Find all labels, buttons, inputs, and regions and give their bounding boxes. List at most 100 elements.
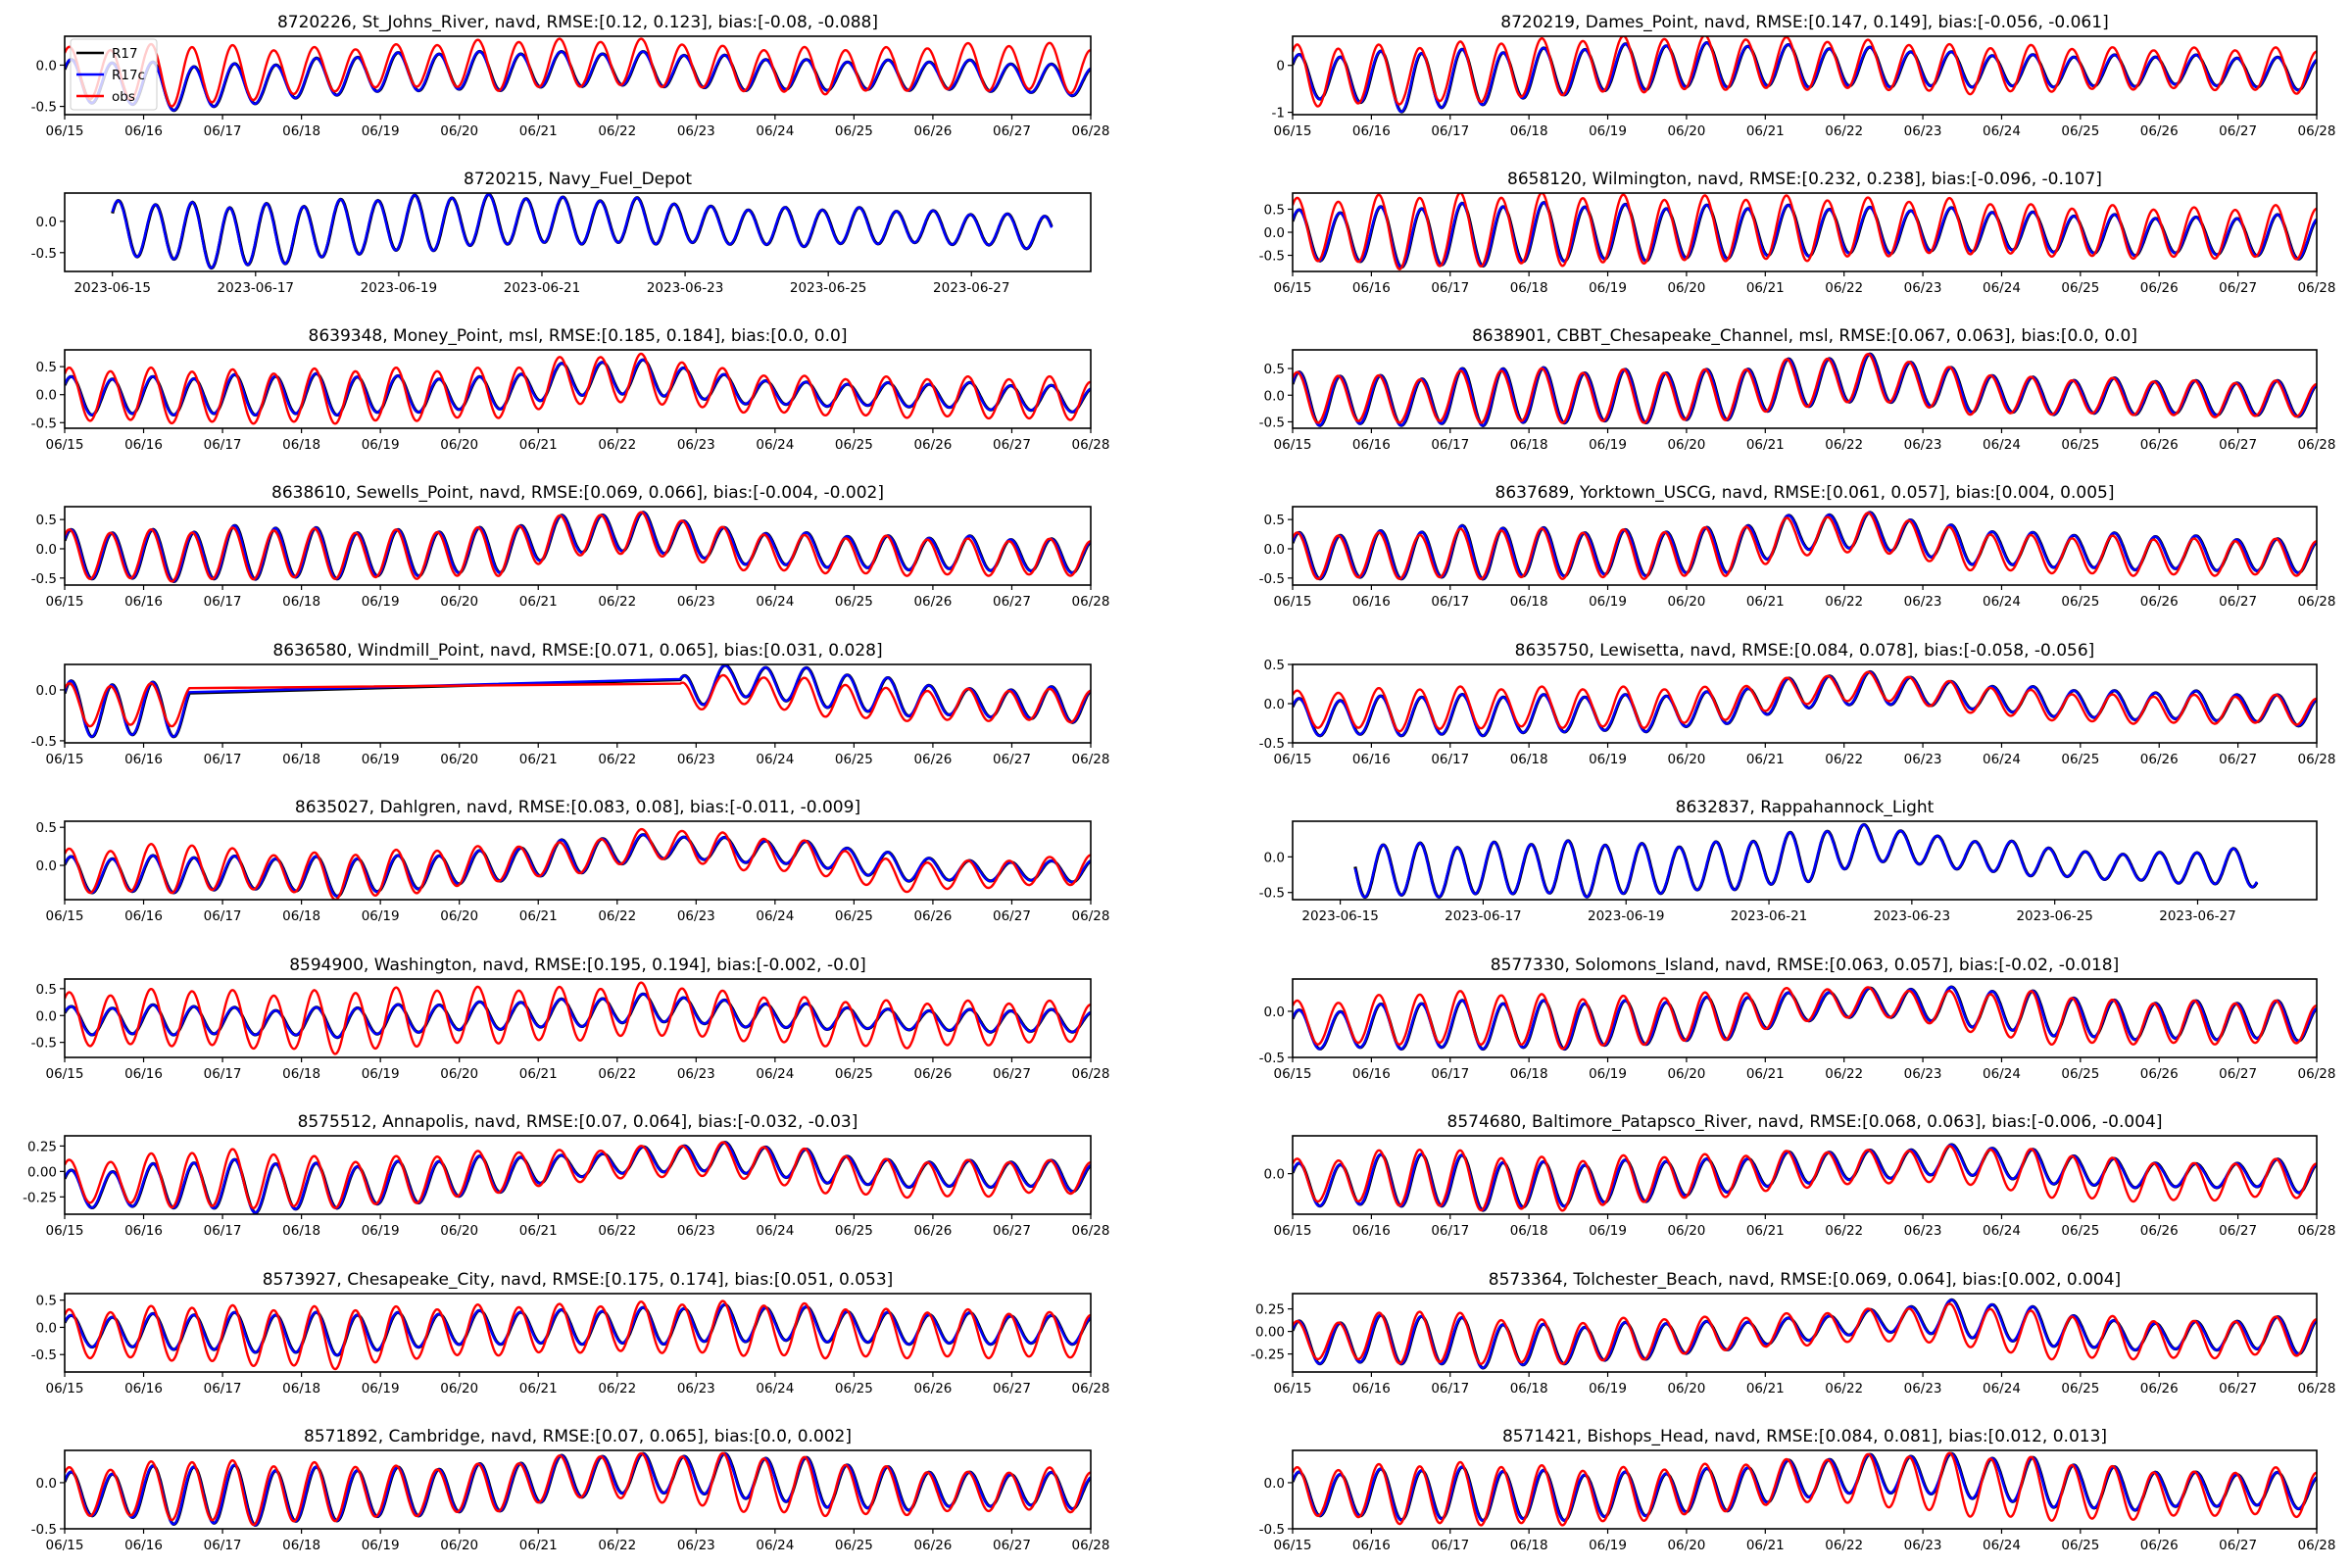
subplot: 8571421, Bishops_Head, navd, RMSE:[0.084… <box>1259 1427 2336 1553</box>
x-tick-label: 06/19 <box>1589 123 1627 139</box>
series-group <box>65 352 1091 425</box>
x-tick-label: 06/18 <box>282 1223 320 1239</box>
x-tick-label: 06/20 <box>440 123 478 139</box>
subplot-title: 8638901, CBBT_Chesapeake_Channel, msl, R… <box>1472 326 2137 346</box>
x-tick-label: 06/18 <box>282 1066 320 1082</box>
x-tick-label: 06/17 <box>1431 594 1469 610</box>
x-tick-label: 06/20 <box>440 1223 478 1239</box>
x-tick-label: 2023-06-21 <box>1731 908 1807 924</box>
subplot: 8637689, Yorktown_USCG, navd, RMSE:[0.06… <box>1259 483 2336 610</box>
subplot: 8638901, CBBT_Chesapeake_Channel, msl, R… <box>1259 326 2336 453</box>
x-tick-label: 06/26 <box>913 123 952 139</box>
x-tick-label: 06/15 <box>1274 1066 1312 1082</box>
x-tick-label: 06/16 <box>1352 1381 1391 1396</box>
y-tick-label: 0.5 <box>1264 513 1285 528</box>
x-tick-label: 06/25 <box>835 437 873 453</box>
y-tick-label: 0.5 <box>36 982 57 998</box>
x-tick-label: 06/25 <box>835 752 873 767</box>
x-tick-label: 06/26 <box>2140 437 2179 453</box>
x-tick-label: 06/16 <box>124 437 163 453</box>
subplot-title: 8571892, Cambridge, navd, RMSE:[0.07, 0.… <box>304 1427 852 1446</box>
x-tick-label: 06/22 <box>598 1538 636 1553</box>
series-group <box>1293 669 2317 738</box>
x-tick-label: 06/27 <box>2219 594 2257 610</box>
y-tick-label: -0.5 <box>31 1348 57 1363</box>
x-tick-label: 06/27 <box>2219 752 2257 767</box>
legend: R17 R17c obs <box>70 38 158 111</box>
x-tick-label: 06/18 <box>282 594 320 610</box>
y-tick-label: 0.0 <box>1264 1476 1285 1492</box>
x-tick-label: 06/24 <box>756 908 794 924</box>
subplot: 8632837, Rappahannock_Light 0.0 -0.5 2023-0… <box>1259 798 2318 924</box>
x-tick-label: 06/17 <box>1431 1066 1469 1082</box>
x-tick-label: 06/20 <box>1667 1223 1705 1239</box>
x-tick-label: 06/26 <box>913 1538 952 1553</box>
x-tick-label: 06/28 <box>1072 123 1110 139</box>
x-tick-label: 06/17 <box>1431 1381 1469 1396</box>
x-tick-label: 06/19 <box>362 1066 400 1082</box>
x-tick-label: 06/15 <box>1274 1381 1312 1396</box>
y-tick-label: 0.0 <box>1264 697 1285 712</box>
x-tick-label: 06/22 <box>1825 1538 1863 1553</box>
x-tick-label: 06/25 <box>835 1223 873 1239</box>
axes-frame <box>1292 349 2318 429</box>
x-tick-label: 06/24 <box>1983 1223 2021 1239</box>
x-tick-label: 06/26 <box>2140 1223 2179 1239</box>
x-tick-label: 06/20 <box>1667 123 1705 139</box>
x-tick-label: 06/15 <box>46 1223 84 1239</box>
x-tick-label: 06/23 <box>677 123 715 139</box>
x-tick-label: 06/18 <box>1510 123 1548 139</box>
x-tick-label: 06/27 <box>2219 123 2257 139</box>
x-tick-label: 06/17 <box>1431 123 1469 139</box>
x-tick-label: 2023-06-27 <box>2159 908 2235 924</box>
subplot: 8574680, Baltimore_Patapsco_River, navd,… <box>1264 1112 2336 1239</box>
x-tick-label: 06/17 <box>204 123 242 139</box>
x-tick-label: 06/15 <box>1274 1538 1312 1553</box>
x-tick-label: 06/18 <box>282 752 320 767</box>
series-group <box>65 827 1091 900</box>
x-tick-label: 06/26 <box>913 594 952 610</box>
subplot: 8635027, Dahlgren, navd, RMSE:[0.083, 0.… <box>36 798 1110 924</box>
x-tick-label: 06/18 <box>1510 280 1548 296</box>
x-tick-label: 2023-06-25 <box>2016 908 2092 924</box>
x-tick-label: 06/23 <box>1904 594 1942 610</box>
x-tick-label: 06/24 <box>756 1223 794 1239</box>
x-tick-label: 2023-06-21 <box>504 280 580 296</box>
x-tick-label: 06/22 <box>598 437 636 453</box>
x-tick-label: 06/24 <box>1983 1381 2021 1396</box>
x-tick-label: 06/20 <box>1667 752 1705 767</box>
x-tick-label: 06/24 <box>756 1381 794 1396</box>
x-tick-label: 06/17 <box>1431 280 1469 296</box>
x-tick-label: 06/19 <box>362 1381 400 1396</box>
subplot-title: 8637689, Yorktown_USCG, navd, RMSE:[0.06… <box>1495 483 2115 503</box>
series-group <box>1293 193 2317 270</box>
x-tick-label: 06/28 <box>2298 123 2336 139</box>
series-line-R17c <box>1293 1298 2317 1370</box>
series-group <box>65 1299 1091 1371</box>
subplot: 8720215, Navy_Fuel_Depot 0.0 -0.5 2023-06-1… <box>31 170 1092 296</box>
x-tick-label: 06/18 <box>1510 437 1548 453</box>
x-tick-label: 06/15 <box>46 437 84 453</box>
x-tick-label: 06/27 <box>993 594 1031 610</box>
x-tick-label: 06/25 <box>835 1066 873 1082</box>
x-tick-label: 06/27 <box>993 908 1031 924</box>
series-line-obs <box>1293 512 2317 581</box>
x-tick-label: 06/28 <box>1072 1381 1110 1396</box>
x-tick-label: 06/17 <box>204 1538 242 1553</box>
x-tick-label: 06/25 <box>2061 594 2099 610</box>
subplot-title: 8573927, Chesapeake_City, navd, RMSE:[0.… <box>263 1270 894 1290</box>
x-tick-label: 06/23 <box>677 1066 715 1082</box>
x-tick-label: 06/19 <box>1589 752 1627 767</box>
x-tick-label: 06/23 <box>1904 1223 1942 1239</box>
x-tick-label: 06/20 <box>440 1381 478 1396</box>
x-tick-label: 06/20 <box>440 1066 478 1082</box>
x-tick-label: 06/26 <box>913 1066 952 1082</box>
series-line-obs <box>65 1141 1091 1210</box>
x-tick-label: 06/23 <box>1904 752 1942 767</box>
series-group <box>1293 1451 2317 1527</box>
series-group <box>1293 985 2317 1052</box>
x-tick-label: 06/23 <box>1904 123 1942 139</box>
x-tick-label: 06/17 <box>204 908 242 924</box>
axes-frame <box>64 663 1092 744</box>
axes-frame <box>64 1135 1092 1215</box>
